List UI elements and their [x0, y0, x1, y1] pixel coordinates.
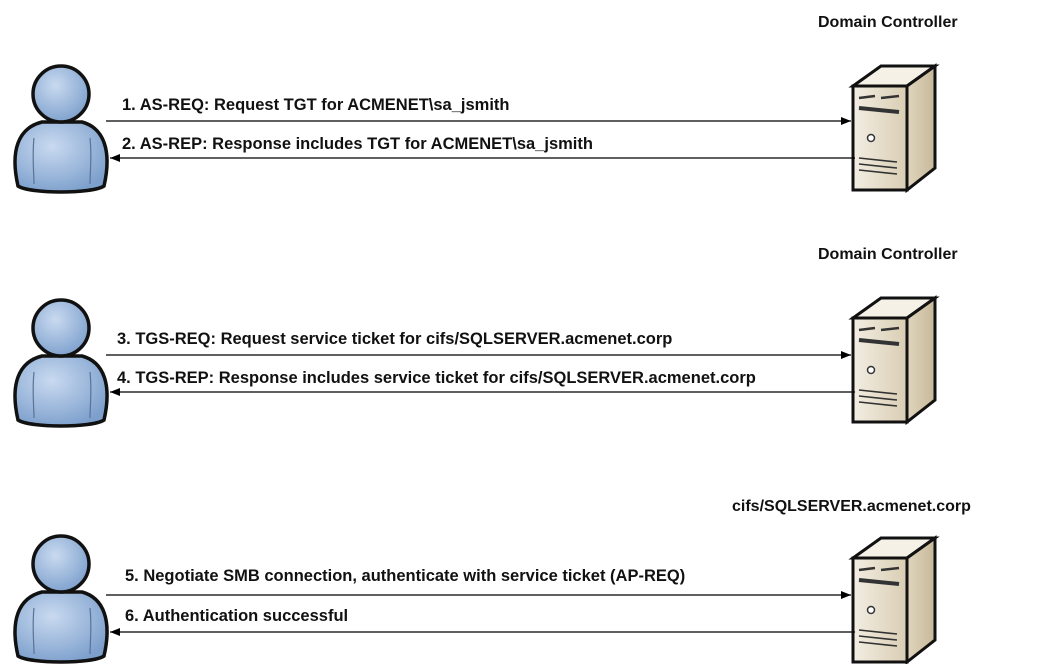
panel-as-exchange: Domain Controller 1. AS-REQ: Request TGT…: [13, 14, 958, 194]
server-title: Domain Controller: [818, 246, 958, 263]
response-label: 4. TGS-REP: Response includes service ti…: [117, 369, 756, 387]
server-icon: [851, 296, 937, 424]
panel-tgs-exchange: Domain Controller 3. TGS-REQ: Request se…: [13, 246, 958, 428]
request-label: 3. TGS-REQ: Request service ticket for c…: [117, 330, 672, 348]
request-label: 1. AS-REQ: Request TGT for ACMENET\sa_js…: [122, 96, 510, 114]
response-label: 6. Authentication successful: [125, 607, 348, 625]
server-icon: [851, 536, 937, 664]
request-label: 5. Negotiate SMB connection, authenticat…: [125, 567, 685, 585]
user-icon: [13, 534, 109, 664]
server-icon: [851, 64, 937, 192]
server-title: Domain Controller: [818, 14, 958, 31]
server-title: cifs/SQLSERVER.acmenet.corp: [732, 498, 971, 515]
user-icon: [13, 298, 109, 428]
panel-ap-exchange: cifs/SQLSERVER.acmenet.corp 5. Negotiate…: [13, 498, 971, 664]
response-label: 2. AS-REP: Response includes TGT for ACM…: [122, 135, 593, 153]
user-icon: [13, 64, 109, 194]
